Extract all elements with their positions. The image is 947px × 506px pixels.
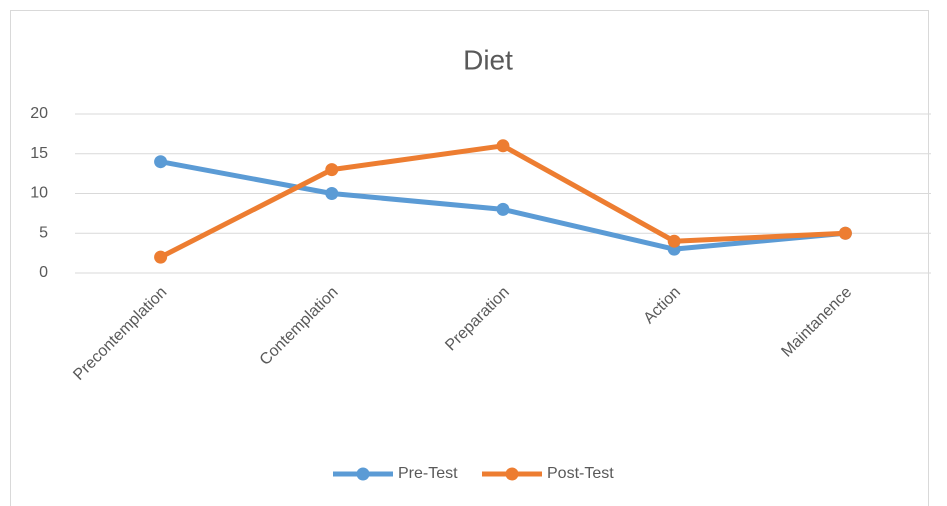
y-tick-label: 10 [30,185,48,202]
legend-marker [505,467,519,481]
legend-label: Post-Test [547,465,614,482]
data-point [838,226,852,240]
y-tick-label: 0 [39,264,48,281]
data-point [325,163,339,177]
chart-border [10,10,929,506]
y-tick-label: 20 [30,105,48,122]
data-point [667,234,681,248]
x-tick-label: Action [641,284,684,327]
x-tick-label: Preparation [442,284,513,355]
chart-title: Diet [463,44,513,75]
data-point [154,155,168,169]
y-tick-label: 15 [30,145,48,162]
data-point [496,202,510,216]
data-point [325,187,339,200]
x-tick-label: Maintanence [778,284,855,361]
y-tick-label: 5 [39,224,48,241]
x-tick-label: Contemplation [257,284,342,369]
x-tick-label: Precontemplation [70,284,170,384]
data-point [154,250,168,264]
data-point [496,139,510,153]
legend-label: Pre-Test [398,465,458,482]
legend-marker [356,467,370,481]
series-line [159,143,846,260]
